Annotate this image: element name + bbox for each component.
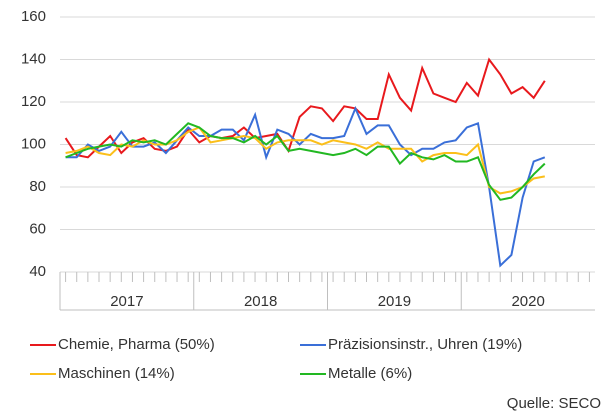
year-label: 2019 xyxy=(378,293,411,310)
year-label: 2020 xyxy=(511,293,544,310)
source: Quelle: SECO xyxy=(507,395,601,412)
legend-label: Chemie, Pharma (50%) xyxy=(58,336,215,353)
y-tick-label: 60 xyxy=(29,220,46,237)
year-label: 2017 xyxy=(110,293,143,310)
legend-label: Präzisionsinstr., Uhren (19%) xyxy=(328,336,522,353)
y-tick-label: 120 xyxy=(21,93,46,110)
y-tick-label: 100 xyxy=(21,135,46,152)
year-label: 2018 xyxy=(244,293,277,310)
y-tick-label: 140 xyxy=(21,50,46,67)
legend-label: Metalle (6%) xyxy=(328,365,412,382)
line xyxy=(65,122,546,201)
line xyxy=(64,57,546,159)
legend-label: Maschinen (14%) xyxy=(58,365,175,382)
y-tick-label: 160 xyxy=(21,8,46,25)
line xyxy=(65,105,546,268)
line xyxy=(65,126,545,195)
y-tick-label: 40 xyxy=(29,263,46,280)
y-tick-label: 80 xyxy=(29,178,46,195)
